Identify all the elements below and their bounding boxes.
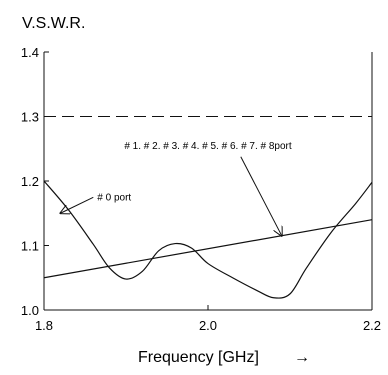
y-tick-label-1: 1.1: [21, 239, 39, 254]
chart-title: V.S.W.R.: [22, 15, 85, 32]
annotation-arrow-0: [60, 196, 94, 213]
annotation-label-0: # 0 port: [97, 192, 131, 203]
annotation-label-1: # 1. # 2. # 3. # 4. # 5. # 6. # 7. # 8po…: [124, 141, 292, 152]
y-tick-group: 1.0 1.1 1.2 1.3 1.4: [21, 45, 49, 318]
x-tick-label-0: 1.8: [35, 318, 53, 333]
series-line-1: [43, 219, 373, 279]
plot-frame: [43, 52, 373, 311]
annotation-group: # 0 port # 1. # 2. # 3. # 4. # 5. # 6. # …: [60, 141, 292, 236]
x-axis-label: Frequency [GHz]: [138, 349, 259, 366]
y-tick-label-4: 1.4: [21, 45, 39, 60]
y-tick-label-2: 1.2: [21, 174, 39, 189]
series-group: [43, 180, 373, 299]
y-tick-label-3: 1.3: [21, 110, 39, 125]
y-tick-label-0: 1.0: [21, 303, 39, 318]
x-axis-arrow: →: [294, 349, 310, 366]
x-tick-label-1: 2.0: [199, 318, 217, 333]
x-tick-label-2: 2.2: [363, 318, 381, 333]
annotation-arrow-1: [240, 156, 282, 236]
x-tick-group: 1.8 2.0 2.2: [35, 305, 381, 333]
series-line-0: [43, 180, 373, 299]
